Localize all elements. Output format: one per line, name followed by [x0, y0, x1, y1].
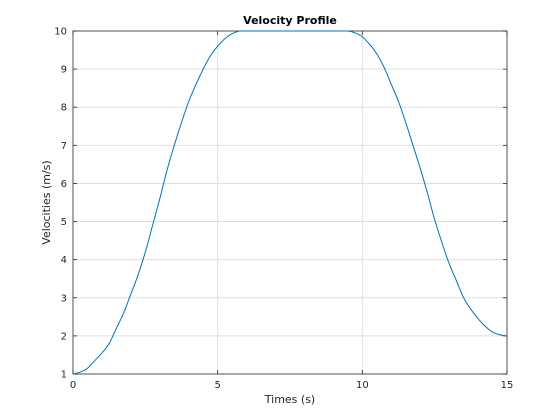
y-tick-label: 7 — [61, 141, 67, 152]
x-axis-label: Times (s) — [264, 393, 315, 406]
axis-ticks — [72, 30, 508, 375]
x-tick-label: 5 — [214, 380, 220, 391]
y-tick-label: 10 — [54, 27, 67, 38]
x-tick-label: 10 — [356, 380, 369, 391]
x-tick-label: 15 — [501, 380, 514, 391]
y-tick-label: 2 — [61, 331, 67, 342]
grid-lines — [73, 31, 507, 374]
y-axis-label: Velocities (m/s) — [40, 160, 53, 244]
y-tick-label: 8 — [61, 103, 67, 114]
velocity-series-line — [72, 30, 508, 375]
plot-area — [72, 30, 508, 375]
y-tick-label: 5 — [61, 217, 67, 228]
y-tick-label: 3 — [61, 293, 67, 304]
y-tick-label: 4 — [61, 255, 67, 266]
x-tick-label: 0 — [70, 380, 76, 391]
y-tick-label: 1 — [61, 370, 67, 381]
y-tick-label: 6 — [61, 179, 67, 190]
chart-title: Velocity Profile — [243, 14, 337, 27]
x-tick-labels: 0 5 10 15 — [70, 380, 514, 391]
y-tick-labels: 1 2 3 4 5 6 7 8 9 10 — [54, 27, 67, 381]
y-tick-label: 9 — [61, 65, 67, 76]
